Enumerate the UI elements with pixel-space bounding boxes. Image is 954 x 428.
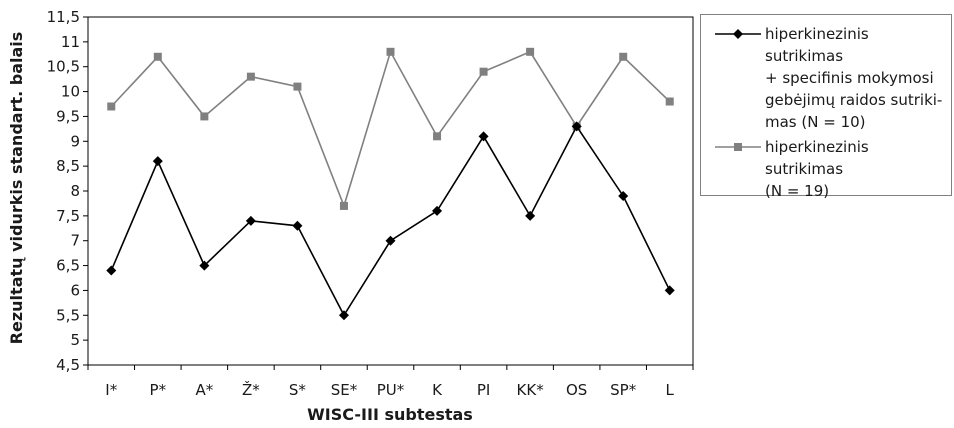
x-tick-label: KK*	[517, 381, 545, 399]
data-point-series-1	[571, 121, 582, 132]
y-axis-title: Rezultatų vidurkis standart. balais	[7, 32, 26, 345]
legend-marker-series-1	[715, 29, 761, 39]
legend-marker-series-2	[715, 143, 761, 151]
x-tick-label: SP*	[610, 381, 637, 399]
data-point-series-1	[245, 215, 256, 226]
data-point-series-2	[339, 201, 348, 210]
legend-label-series-2: hiperkinezinis sutrikimas (N = 19)	[765, 136, 951, 202]
x-tick-label: Ž*	[242, 380, 260, 399]
y-tick-label: 4,5	[56, 356, 80, 374]
y-tick-label: 9	[70, 132, 80, 150]
y-tick-label: 7,5	[56, 207, 80, 225]
y-tick-label: 8,5	[56, 157, 80, 175]
data-point-series-2	[293, 82, 302, 91]
legend-label-line: (N = 19)	[765, 182, 830, 200]
data-point-series-1	[152, 156, 163, 167]
x-tick-label: PI	[477, 381, 490, 399]
legend-label-line: gebėjimų raidos sutriki-	[765, 91, 943, 109]
x-tick-label: SE*	[331, 381, 358, 399]
y-tick-label: 11,5	[47, 8, 80, 26]
legend-label-line: hiperkinezinis sutrikimas	[765, 25, 869, 65]
data-point-series-2	[153, 52, 162, 61]
x-tick-label: P*	[150, 381, 167, 399]
x-tick-label: A*	[195, 381, 213, 399]
y-tick-label: 6,5	[56, 257, 80, 275]
y-tick-label: 10,5	[47, 58, 80, 76]
y-tick-label: 10	[61, 83, 80, 101]
data-point-series-2	[619, 52, 628, 61]
x-axis-title: WISC-III subtestas	[307, 405, 473, 424]
data-point-series-2	[386, 47, 395, 56]
legend-label-line: hiperkinezinis sutrikimas	[765, 138, 869, 178]
x-tick-label: OS	[566, 381, 587, 399]
y-tick-label: 6	[70, 281, 80, 299]
data-point-series-1	[199, 260, 210, 271]
y-tick-label: 11	[61, 33, 80, 51]
x-tick-label: K	[432, 381, 443, 399]
data-point-series-2	[433, 132, 442, 141]
data-point-series-2	[526, 47, 535, 56]
legend: hiperkinezinis sutrikimas + specifinis m…	[700, 14, 952, 200]
data-point-series-1	[292, 220, 303, 231]
data-point-series-1	[385, 235, 396, 246]
data-point-series-1	[106, 265, 117, 276]
plot-area	[87, 16, 694, 366]
data-point-series-2	[107, 102, 116, 111]
legend-label-series-1: hiperkinezinis sutrikimas + specifinis m…	[765, 23, 951, 133]
y-tick-label: 5	[70, 331, 80, 349]
legend-label-line: + specifinis mokymosi	[765, 69, 934, 87]
data-point-series-1	[432, 205, 443, 216]
data-point-series-2	[246, 72, 255, 81]
y-tick-label: 5,5	[56, 306, 80, 324]
x-tick-label: S*	[289, 381, 307, 399]
y-tick-label: 8	[70, 182, 80, 200]
data-point-series-2	[200, 112, 209, 121]
data-point-series-2	[665, 97, 674, 106]
legend-label-line: mas (N = 10)	[765, 113, 866, 131]
data-point-series-1	[618, 190, 629, 201]
series-layer	[106, 47, 675, 321]
y-axis-ticks: 4,5 5 5,5 6 6,5 7 7,5 8 8,5 9 9,5 10 10,5 11 11,5	[47, 8, 88, 374]
data-point-series-1	[525, 210, 536, 221]
x-tick-label: I*	[105, 381, 117, 399]
x-tick-label: L	[666, 381, 675, 399]
y-tick-label: 9,5	[56, 107, 80, 125]
data-point-series-1	[338, 310, 349, 321]
data-point-series-1	[664, 285, 675, 296]
x-tick-label: PU*	[377, 381, 405, 399]
data-point-series-1	[478, 131, 489, 142]
data-point-series-2	[479, 67, 488, 76]
y-tick-label: 7	[70, 232, 80, 250]
x-axis-ticks: I* P* A* Ž* S* SE* PU* K PI KK* OS SP* L	[87, 365, 694, 399]
